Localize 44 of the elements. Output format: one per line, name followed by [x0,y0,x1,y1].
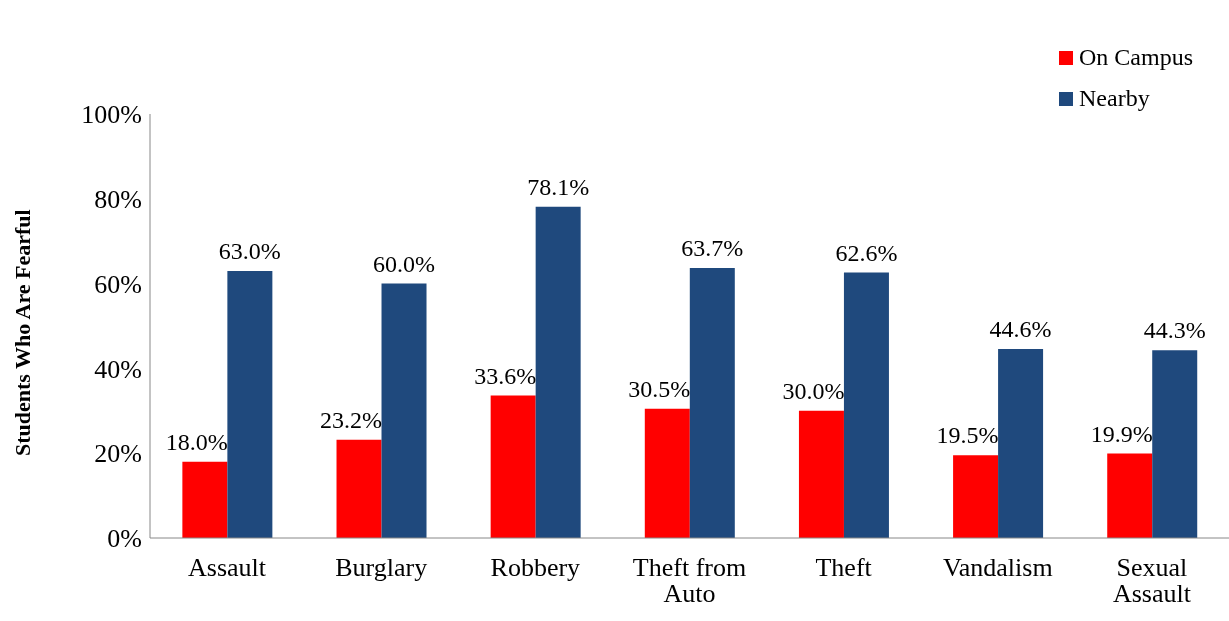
legend-label: Nearby [1079,85,1150,112]
bar [644,408,690,538]
bar [227,270,273,538]
bar [1107,453,1153,538]
x-tick-label: Robbery [490,553,581,582]
legend-label: On Campus [1079,44,1193,71]
y-tick-label: 100% [81,100,142,130]
data-label: 44.3% [1143,317,1206,344]
y-tick-label: 0% [107,524,142,554]
bar [336,439,382,538]
y-axis-title: Students Who Are Fearful [9,209,35,456]
x-tick-label: Vandalism [942,553,1053,582]
data-label: 44.6% [989,315,1052,342]
bar [998,348,1044,538]
y-tick-label: 20% [94,439,142,469]
bar [381,283,427,538]
data-label: 78.1% [527,173,590,200]
bar [953,455,999,538]
y-tick-label: 60% [94,269,142,299]
bar [798,410,844,538]
data-label: 23.2% [320,406,383,433]
data-label: 18.0% [165,428,228,455]
y-tick-label: 40% [94,354,142,384]
x-tick-label: Theft from Auto [632,553,747,608]
x-tick-label: Burglary [335,553,428,582]
data-label: 30.0% [782,377,845,404]
x-tick-label: Sexual Assault [1112,553,1192,608]
bar [689,267,735,538]
data-label: 63.7% [681,234,744,261]
bar [535,206,581,538]
x-tick-label: Theft [815,553,873,582]
bar [182,461,228,538]
data-label: 62.6% [835,239,898,266]
data-label: 30.5% [628,375,691,402]
data-label: 33.6% [474,362,537,389]
x-tick-label: Assault [188,553,267,582]
bar [490,395,536,538]
data-label: 19.9% [1090,420,1153,447]
data-label: 19.5% [936,422,999,449]
y-tick-label: 80% [94,185,142,215]
data-label: 63.0% [218,237,281,264]
data-label: 60.0% [373,250,436,277]
bar [1152,350,1198,538]
bar [843,272,889,538]
